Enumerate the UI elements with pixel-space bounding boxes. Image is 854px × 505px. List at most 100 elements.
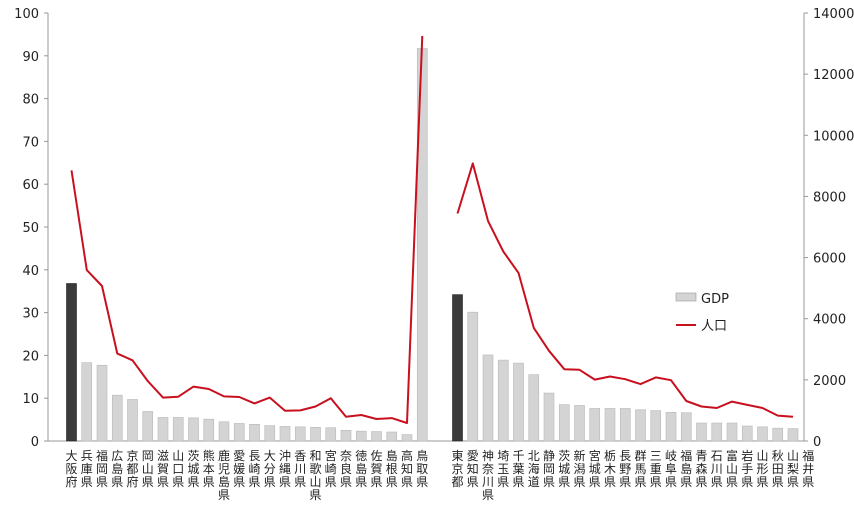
population-line	[70, 35, 794, 424]
left-tick-label: 60	[22, 178, 39, 193]
category-label: 兵庫県	[81, 449, 93, 489]
category-label: 三重県	[650, 449, 662, 489]
category-label: 東京都	[451, 449, 463, 489]
gdp-bar	[157, 417, 169, 442]
gdp-bar	[203, 418, 215, 442]
gdp-bar	[294, 426, 306, 442]
gdp-bar	[279, 426, 291, 442]
gdp-bar	[619, 408, 631, 442]
gdp-bar	[558, 404, 570, 442]
category-label: 富山県	[726, 448, 738, 489]
category-label: 福井県	[802, 448, 814, 489]
gdp-bar	[142, 411, 154, 442]
left-tick-label: 90	[22, 50, 39, 65]
category-label: 長野県	[619, 449, 631, 489]
category-label: 宮崎県	[325, 448, 337, 489]
category-label: 秋田県	[772, 449, 784, 489]
category-label: 岩手県	[741, 448, 753, 489]
left-tick-label: 80	[22, 93, 39, 108]
gdp-bar	[635, 409, 646, 442]
legend-label: GDP	[701, 292, 729, 307]
category-label: 広島県	[111, 449, 123, 489]
gdp-bar	[386, 431, 398, 442]
category-label: 徳島県	[355, 448, 367, 489]
gdp-bar	[127, 399, 138, 442]
category-label: 熊本県	[203, 448, 215, 489]
gdp-bar	[604, 408, 616, 442]
category-label: 栃木県	[604, 449, 616, 489]
gdp-bar	[401, 434, 413, 442]
gdp-bar	[711, 422, 723, 442]
category-label: 高知県	[401, 448, 413, 489]
gdp-bar	[696, 422, 707, 442]
left-tick-label: 40	[22, 264, 39, 279]
category-label: 岐阜県	[665, 449, 677, 489]
gdp-bar	[787, 428, 799, 442]
category-label: 福島県	[680, 448, 692, 489]
category-label: 茨城県	[187, 449, 199, 489]
category-label: 和歌山県	[309, 449, 321, 502]
gdp-bar	[310, 427, 321, 442]
left-tick-label: 50	[22, 221, 39, 236]
category-label: 佐賀県	[370, 449, 382, 489]
right-tick-label: 10000	[813, 129, 854, 144]
gdp-bar	[96, 364, 108, 442]
gdp-bar	[513, 362, 524, 442]
gdp-bar	[665, 412, 677, 442]
gdp-bar	[325, 427, 337, 442]
category-label: 滋賀県	[157, 449, 169, 489]
category-label: 鹿児島県	[218, 448, 230, 502]
legend: GDP 人口	[675, 292, 729, 334]
category-label: 神奈川県	[482, 449, 494, 502]
category-label: 山形県	[756, 449, 768, 489]
category-label: 青森県	[695, 449, 707, 489]
gdp-bar	[452, 294, 463, 442]
gdp-bar	[726, 422, 738, 442]
category-label: 島根県	[386, 448, 398, 489]
gdp-bar	[188, 417, 199, 442]
gdp-bar	[467, 311, 479, 442]
gdp-bar	[528, 374, 540, 442]
category-label: 静岡県	[543, 449, 555, 489]
category-label: 鳥取県	[416, 448, 428, 489]
gdp-bar	[264, 425, 276, 442]
left-tick-label: 0	[31, 435, 39, 450]
category-label: 岡山県	[142, 449, 154, 489]
gdp-bar	[482, 354, 494, 442]
category-label: 京都府	[126, 449, 138, 489]
left-tick-label: 70	[22, 135, 39, 150]
category-label: 大分県	[264, 449, 276, 489]
category-label: 香川県	[294, 449, 306, 489]
category-label: 新潟県	[573, 448, 585, 489]
left-tick-label: 30	[22, 307, 39, 322]
legend-gdp-swatch	[675, 292, 697, 302]
gdp-bar	[543, 392, 555, 442]
category-label: 石川県	[711, 449, 723, 489]
category-label: 埼玉県	[497, 449, 509, 489]
right-tick-label: 4000	[813, 313, 846, 328]
gdp-bar	[340, 429, 352, 442]
category-label: 宮城県	[589, 448, 601, 489]
axes: 0 10 20 30 40 50 60 70 80 90 100 0 2000 4000 6000 8000 1…	[14, 7, 854, 450]
category-labels: 大阪府兵庫県福岡県広島県京都府岡山県滋賀県山口県茨城県熊本県鹿児島県愛媛県長崎県…	[65, 448, 814, 502]
right-tick-label: 12000	[813, 68, 854, 83]
category-label: 奈良県	[340, 449, 352, 489]
category-label: 福岡県	[96, 448, 108, 489]
category-label: 山梨県	[787, 449, 799, 489]
gdp-bar	[81, 362, 93, 442]
gdp-bar	[589, 408, 601, 442]
gdp-bar	[172, 417, 184, 442]
left-tick-label: 100	[14, 7, 39, 22]
right-tick-label: 2000	[813, 374, 846, 389]
gdp-bar	[249, 424, 260, 442]
gdp-bar	[757, 426, 768, 442]
category-label: 愛媛県	[233, 449, 245, 489]
gdp-bars	[66, 48, 799, 442]
gdp-bar	[66, 283, 77, 442]
gdp-bar	[233, 423, 245, 442]
right-tick-label: 14000	[813, 7, 854, 22]
right-tick-label: 0	[813, 435, 821, 450]
left-tick-label: 10	[22, 392, 39, 407]
gdp-bar	[111, 394, 123, 442]
